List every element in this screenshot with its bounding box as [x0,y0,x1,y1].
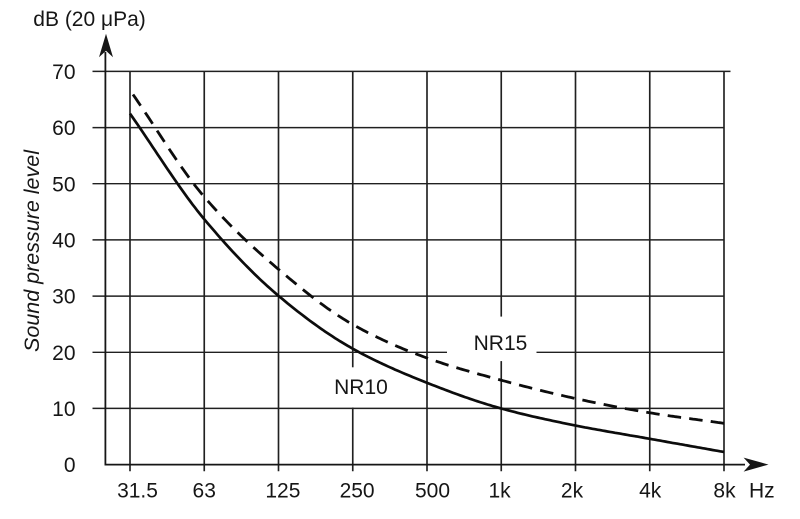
svg-text:250: 250 [340,480,375,503]
svg-text:NR10: NR10 [334,376,388,399]
svg-text:63: 63 [193,480,216,503]
svg-text:500: 500 [415,480,450,503]
svg-text:2k: 2k [561,480,584,503]
svg-text:20: 20 [52,342,75,365]
svg-text:70: 70 [52,61,75,84]
svg-text:30: 30 [52,286,75,309]
svg-text:Sound pressure level: Sound pressure level [20,149,44,352]
svg-text:dB (20 μPa): dB (20 μPa) [33,8,146,31]
svg-text:NR15: NR15 [474,332,528,355]
svg-text:40: 40 [52,230,75,253]
svg-text:1k: 1k [489,480,512,503]
svg-text:Hz: Hz [749,480,775,503]
svg-text:60: 60 [52,117,75,140]
svg-text:0: 0 [64,454,76,477]
svg-text:31.5: 31.5 [117,480,158,503]
svg-text:125: 125 [265,480,300,503]
svg-text:8k: 8k [713,480,736,503]
svg-text:50: 50 [52,173,75,196]
svg-text:4k: 4k [639,480,662,503]
svg-text:10: 10 [52,398,75,421]
